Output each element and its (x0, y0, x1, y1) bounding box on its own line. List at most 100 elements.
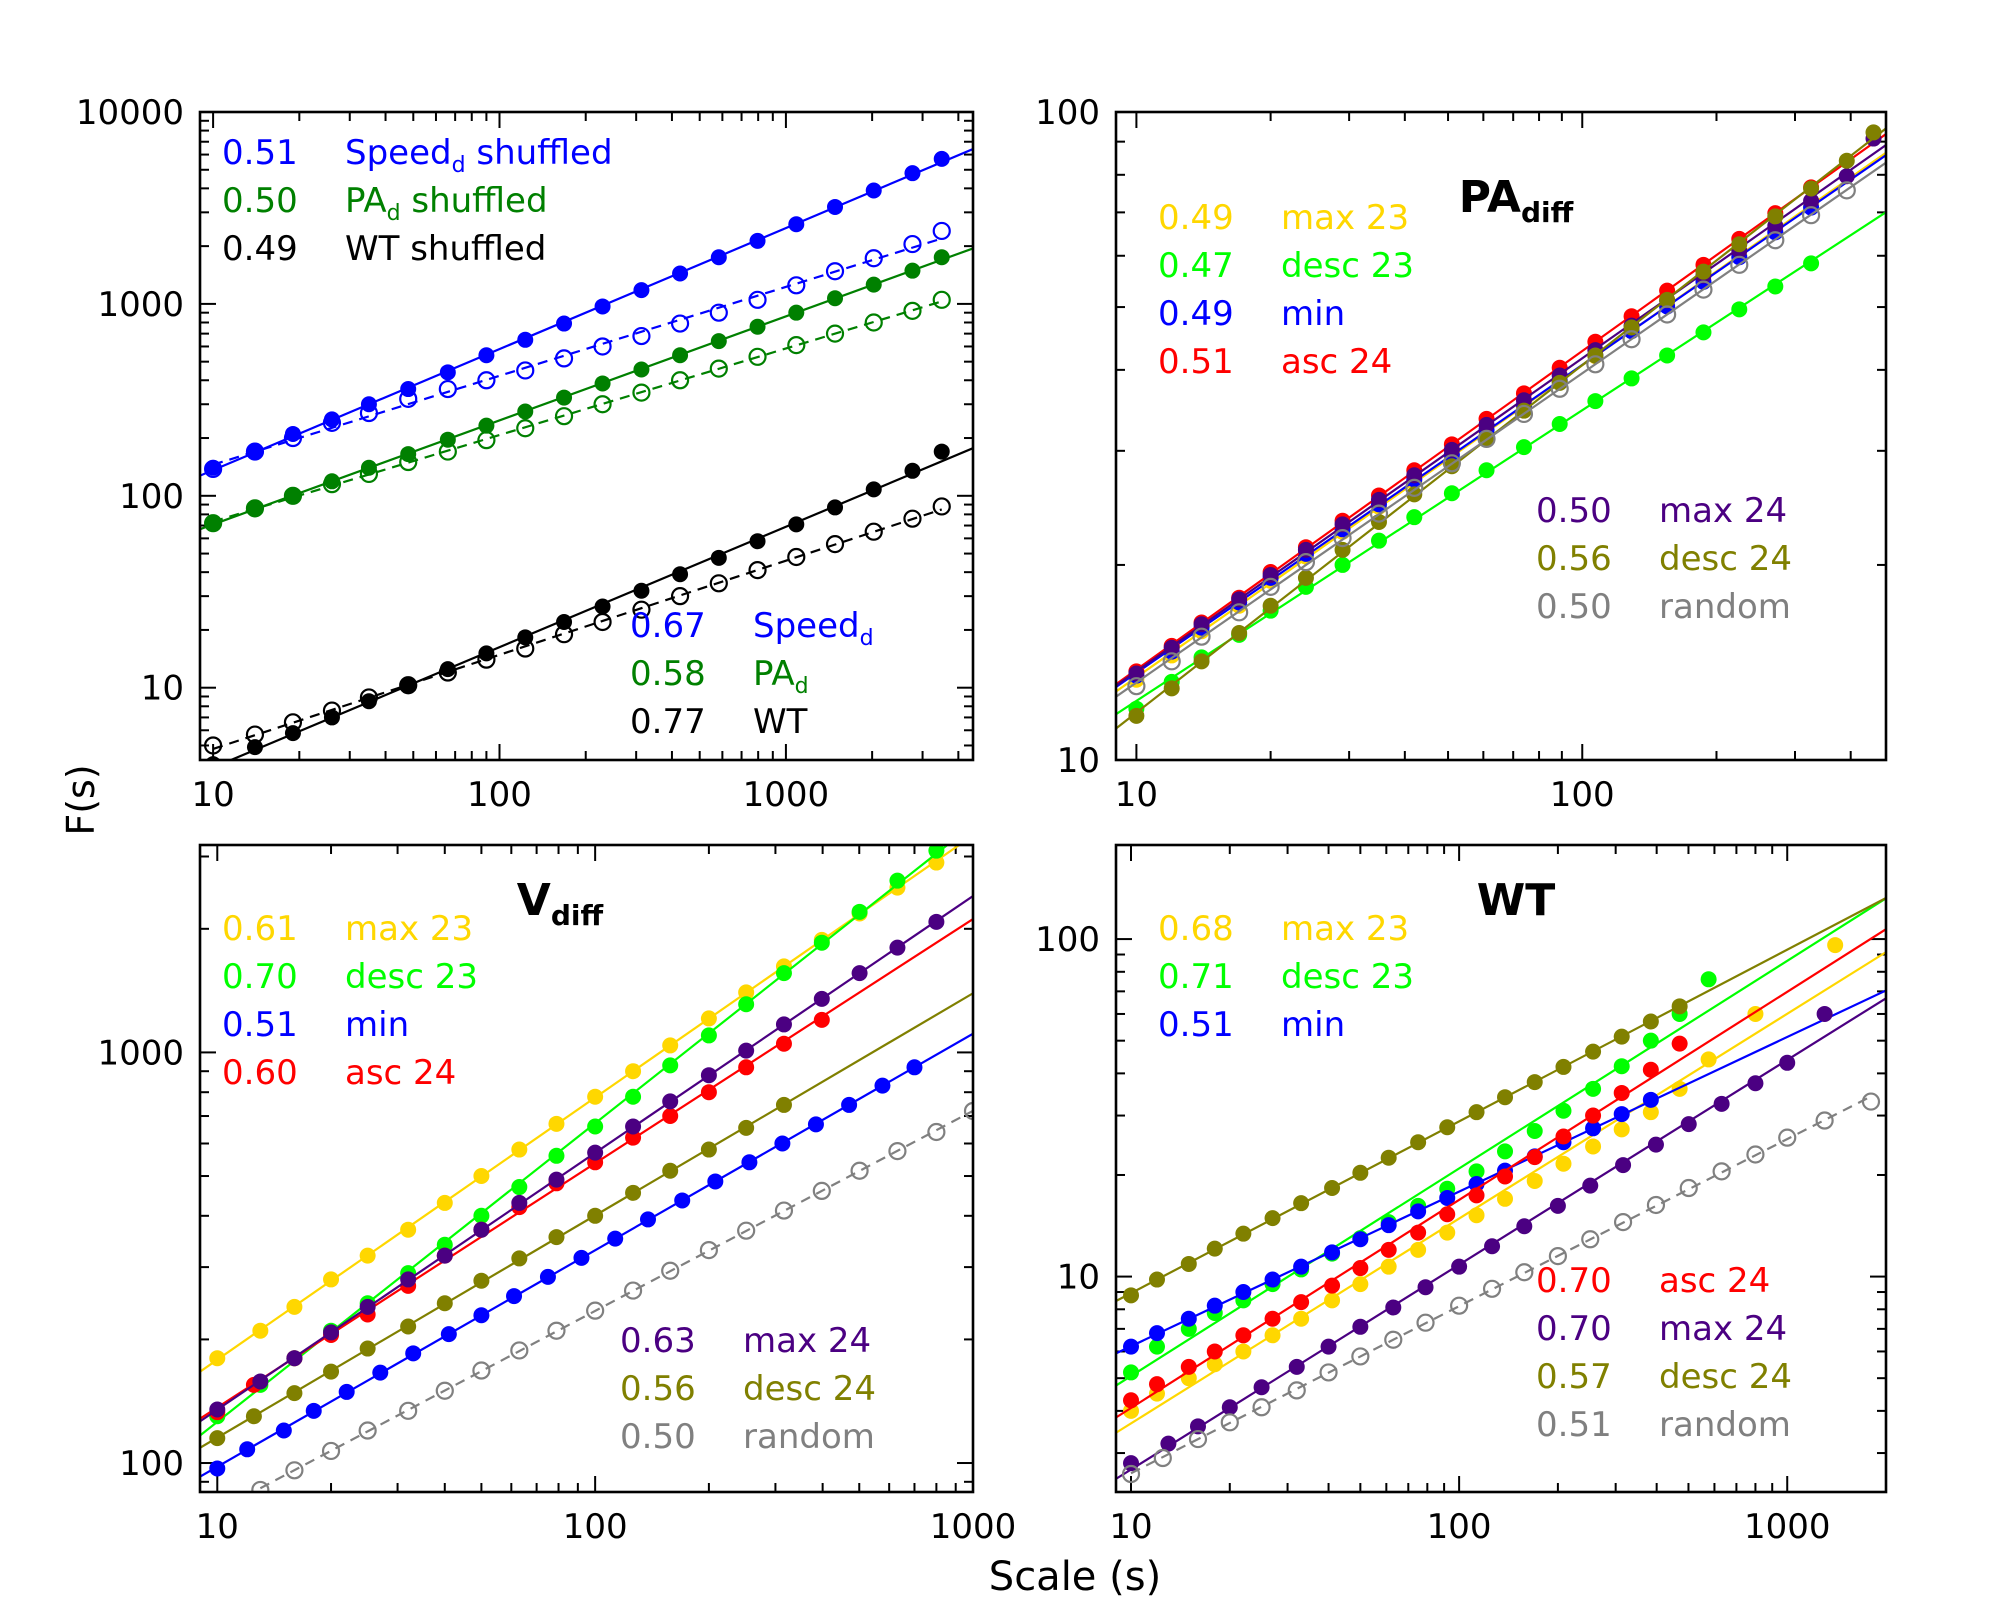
series-max-23 (200, 845, 962, 1373)
data-point (246, 739, 263, 756)
data-point (1477, 429, 1496, 448)
data-point (594, 375, 611, 392)
data-point (1264, 1310, 1281, 1327)
y-tick-label: 100 (119, 477, 184, 517)
data-point (1128, 707, 1145, 724)
y-tick-label: 10 (1057, 741, 1100, 781)
data-point (1352, 1260, 1369, 1277)
plot-area (200, 845, 973, 1492)
data-point (674, 1192, 691, 1209)
data-point (1514, 404, 1534, 424)
legend-upper-left: 0.68 max 23 0.71 desc 23 0.51 min (1158, 909, 1414, 1045)
x-tick-label: 1000 (743, 775, 830, 815)
x-tick-label: 100 (563, 1507, 628, 1547)
data-point (1121, 1464, 1141, 1484)
legend-label: random (743, 1417, 875, 1457)
data-point (906, 1059, 923, 1076)
series-max-24 (200, 895, 973, 1423)
legend-label-main: desc 23 (1281, 957, 1414, 997)
data-point (1694, 280, 1713, 299)
data-point (587, 1144, 604, 1161)
legend-label: max 23 (1281, 909, 1409, 949)
data-point (775, 965, 792, 982)
data-point (889, 939, 906, 956)
data-point (400, 381, 417, 398)
data-point (1642, 1061, 1659, 1078)
data-point (1585, 1138, 1602, 1155)
plot-area (1116, 896, 1886, 1484)
data-point (439, 661, 456, 678)
data-point (473, 1221, 490, 1238)
data-point (1439, 1224, 1456, 1241)
data-point (787, 547, 806, 567)
data-point (1206, 1356, 1223, 1373)
data-point (548, 1171, 565, 1188)
data-point (1587, 393, 1604, 410)
data-point (632, 600, 651, 619)
data-point (252, 1322, 269, 1339)
data-point (1468, 1187, 1485, 1204)
data-point (903, 234, 922, 254)
data-point (1801, 206, 1821, 225)
data-point (1497, 1190, 1514, 1207)
legend-label: desc 24 (1659, 539, 1792, 579)
series-desc-24 (200, 992, 973, 1449)
data-point (1497, 1089, 1514, 1106)
x-axis-label: Scale (s) (989, 1554, 1161, 1600)
legend-label-main: desc 23 (1281, 246, 1414, 286)
plot-area (200, 147, 973, 760)
data-point (245, 1408, 262, 1425)
data-point (1148, 1338, 1165, 1355)
data-point (478, 645, 495, 662)
data-point (548, 1229, 565, 1246)
data-point (372, 1364, 389, 1381)
data-point (1297, 541, 1314, 558)
legend-label-main: max 23 (1281, 198, 1409, 238)
data-point (1731, 236, 1748, 253)
data-point (1658, 305, 1677, 324)
fit-line (212, 300, 943, 523)
data-point (1695, 324, 1712, 341)
data-point (1671, 1035, 1688, 1052)
data-point (827, 198, 844, 215)
data-point (1262, 597, 1279, 614)
data-point (547, 1321, 566, 1340)
data-point (865, 182, 882, 199)
data-point (358, 1421, 377, 1440)
data-point (1319, 1363, 1338, 1382)
data-point (1585, 1120, 1602, 1137)
data-point (400, 1318, 417, 1335)
data-point (888, 1141, 907, 1161)
data-point (359, 1340, 376, 1357)
data-point (338, 1383, 355, 1400)
data-point (932, 221, 951, 241)
data-point (286, 1350, 303, 1367)
data-point (1551, 416, 1568, 433)
data-point (1837, 181, 1856, 200)
data-point (1861, 1092, 1881, 1111)
data-point (1370, 491, 1387, 508)
data-point (323, 411, 340, 428)
data-point (827, 290, 844, 307)
data-point (709, 359, 728, 378)
data-point (1585, 1107, 1602, 1124)
data-point (672, 347, 689, 364)
y-tick-label: 1000 (97, 1033, 184, 1073)
fit-line (212, 508, 943, 750)
data-point (1287, 1381, 1306, 1400)
data-point (1622, 330, 1641, 349)
data-point (1405, 478, 1424, 497)
data-point (435, 1381, 454, 1400)
data-point (286, 1385, 303, 1402)
data-point (607, 1230, 624, 1247)
data-point (1235, 1225, 1252, 1242)
data-point (1406, 467, 1423, 484)
data-point (252, 1373, 269, 1390)
data-point (1264, 1210, 1281, 1227)
data-point (670, 314, 690, 333)
data-point (633, 582, 650, 599)
legend-label-subscript: d (452, 153, 466, 178)
data-point (1838, 168, 1855, 185)
